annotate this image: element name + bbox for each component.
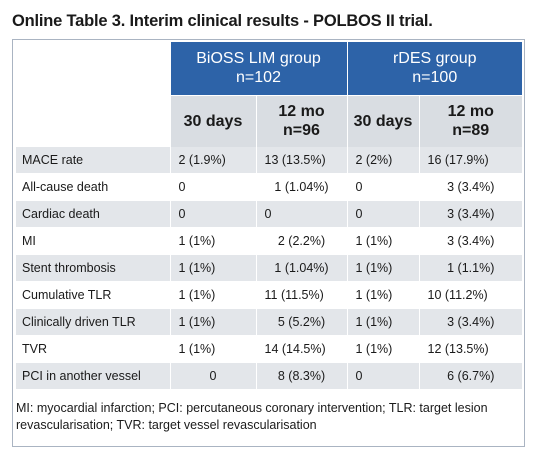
row-label: Stent thrombosis: [16, 254, 171, 282]
cell-value: 1 (1.1%): [419, 254, 522, 282]
cell-value: 1 (1.04%): [256, 254, 348, 282]
cell-value: 1 (1%): [347, 227, 420, 255]
cell-value: 3 (3.4%): [419, 200, 522, 228]
table-row: Cumulative TLR 1 (1%) 11 (11.5%) 1 (1%) …: [16, 281, 522, 309]
cell-value: 0: [170, 200, 257, 228]
group-name: rDES group: [392, 50, 477, 68]
cell-value: 1 (1.04%): [256, 173, 348, 201]
table-row: MACE rate 2 (1.9%) 13 (13.5%) 2 (2%) 16 …: [16, 147, 522, 174]
cell-value: 0: [347, 173, 420, 201]
table-row: PCI in another vessel 0 8 (8.3%) 0 6 (6.…: [16, 362, 522, 390]
row-label: PCI in another vessel: [16, 362, 171, 390]
table-frame: [12, 39, 525, 447]
cell-value: 2 (2.2%): [256, 227, 348, 255]
group-n: n=100: [412, 69, 458, 87]
row-label: Cumulative TLR: [16, 281, 171, 309]
cell-value: 2 (1.9%): [170, 147, 257, 174]
cell-value: 0: [170, 362, 257, 390]
cell-value: 0: [256, 200, 348, 228]
subheader-12mo-label: 12 mo: [278, 103, 325, 121]
subheader-12mo-n: n=96: [283, 122, 320, 140]
table-row: All-cause death 0 1 (1.04%) 0 3 (3.4%): [16, 173, 522, 201]
row-label: All-cause death: [16, 173, 171, 201]
cell-value: 3 (3.4%): [419, 173, 522, 201]
cell-value: 10 (11.2%): [419, 281, 522, 309]
subheader-12mo: 12 mo n=96: [256, 94, 348, 147]
row-label: Clinically driven TLR: [16, 308, 171, 336]
row-label: MI: [16, 227, 171, 255]
cell-value: 14 (14.5%): [256, 335, 348, 363]
cell-value: 12 (13.5%): [419, 335, 522, 363]
cell-value: 1 (1%): [347, 335, 420, 363]
cell-value: 2 (2%): [347, 147, 420, 174]
subheader-30days: 30 days: [347, 94, 420, 147]
cell-value: 1 (1%): [347, 281, 420, 309]
header-corner: [16, 42, 171, 95]
cell-value: 1 (1%): [170, 227, 257, 255]
table-row: Cardiac death 0 0 0 3 (3.4%): [16, 200, 522, 228]
results-table: BiOSS LIM group n=102 rDES group n=100 3…: [16, 42, 522, 390]
cell-value: 1 (1%): [347, 308, 420, 336]
row-label: Cardiac death: [16, 200, 171, 228]
cell-value: 0: [347, 200, 420, 228]
row-label: MACE rate: [16, 147, 171, 174]
cell-value: 16 (17.9%): [419, 147, 522, 174]
cell-value: 8 (8.3%): [256, 362, 348, 390]
cell-value: 1 (1%): [170, 308, 257, 336]
table-row: Stent thrombosis 1 (1%) 1 (1.04%) 1 (1%)…: [16, 254, 522, 282]
cell-value: 1 (1%): [347, 254, 420, 282]
cell-value: 3 (3.4%): [419, 308, 522, 336]
cell-value: 13 (13.5%): [256, 147, 348, 174]
cell-value: 1 (1%): [170, 335, 257, 363]
group-header-rdes: rDES group n=100: [347, 42, 522, 95]
group-n: n=102: [236, 69, 281, 87]
subheader-30days: 30 days: [170, 94, 257, 147]
cell-value: 11 (11.5%): [256, 281, 348, 309]
subheader-12mo: 12 mo n=89: [419, 94, 522, 147]
group-header-bioss: BiOSS LIM group n=102: [170, 42, 348, 95]
cell-value: 3 (3.4%): [419, 227, 522, 255]
subheader-corner: [16, 95, 171, 147]
cell-value: 6 (6.7%): [419, 362, 522, 390]
subheader-12mo-n: n=89: [452, 122, 490, 140]
table-title: Online Table 3. Interim clinical results…: [12, 12, 433, 30]
cell-value: 0: [170, 173, 257, 201]
row-label: TVR: [16, 335, 171, 363]
subheader-12mo-label: 12 mo: [447, 103, 494, 121]
cell-value: 1 (1%): [170, 254, 257, 282]
table-row: TVR 1 (1%) 14 (14.5%) 1 (1%) 12 (13.5%): [16, 335, 522, 363]
table-footnote: MI: myocardial infarction; PCI: percutan…: [16, 401, 488, 432]
cell-value: 5 (5.2%): [256, 308, 348, 336]
cell-value: 1 (1%): [170, 281, 257, 309]
cell-value: 0: [347, 362, 420, 390]
table-row: MI 1 (1%) 2 (2.2%) 1 (1%) 3 (3.4%): [16, 227, 522, 255]
group-name: BiOSS LIM group: [196, 50, 321, 68]
table-row: Clinically driven TLR 1 (1%) 5 (5.2%) 1 …: [16, 308, 522, 336]
